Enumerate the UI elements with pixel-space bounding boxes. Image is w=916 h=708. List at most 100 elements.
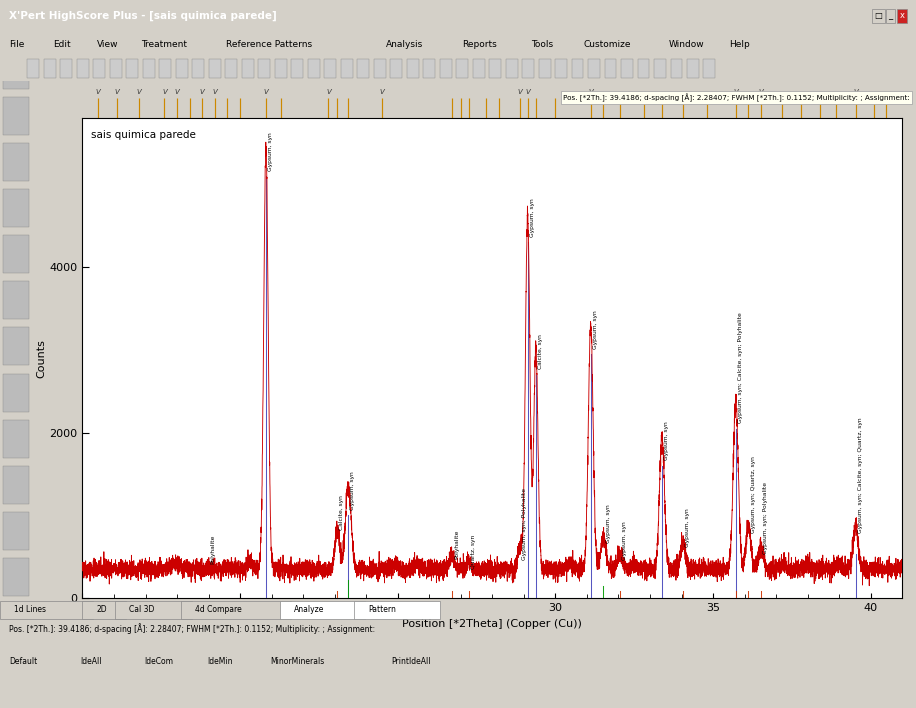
- Bar: [176, 59, 188, 79]
- Bar: [703, 59, 715, 79]
- Text: V: V: [162, 89, 167, 95]
- Bar: [522, 59, 534, 79]
- Bar: [374, 59, 386, 79]
- Text: V: V: [175, 89, 180, 95]
- FancyBboxPatch shape: [0, 602, 93, 619]
- Bar: [423, 59, 435, 79]
- Text: □: □: [875, 11, 882, 21]
- Text: Tools: Tools: [531, 40, 553, 49]
- Text: Gypsum, syn: Gypsum, syn: [351, 472, 355, 510]
- Bar: [225, 59, 237, 79]
- Text: 1d Lines: 1d Lines: [14, 605, 46, 614]
- Bar: [110, 59, 122, 79]
- Text: File: File: [9, 40, 25, 49]
- Bar: [506, 59, 518, 79]
- Bar: [4, 512, 29, 550]
- Text: _: _: [889, 11, 892, 21]
- Text: Window: Window: [669, 40, 704, 49]
- Bar: [4, 558, 29, 596]
- Bar: [440, 59, 452, 79]
- Text: Gypsum, syn: Gypsum, syn: [664, 422, 670, 460]
- Bar: [308, 59, 320, 79]
- Text: 4d Compare: 4d Compare: [195, 605, 242, 614]
- Text: V: V: [264, 89, 268, 95]
- Bar: [27, 59, 39, 79]
- Bar: [4, 235, 29, 273]
- Bar: [159, 59, 171, 79]
- FancyBboxPatch shape: [354, 602, 440, 619]
- Bar: [390, 59, 402, 79]
- Text: Gypsum, syn: Gypsum, syn: [529, 198, 535, 237]
- Bar: [555, 59, 567, 79]
- Text: Gypsum, syn; Calcite, syn; Polyhalite: Gypsum, syn; Calcite, syn; Polyhalite: [738, 312, 743, 423]
- Bar: [126, 59, 138, 79]
- Bar: [4, 97, 29, 135]
- Bar: [539, 59, 551, 79]
- Text: Gypsum, syn: Gypsum, syn: [605, 505, 611, 543]
- Bar: [341, 59, 353, 79]
- Bar: [209, 59, 221, 79]
- Text: IdeAll: IdeAll: [81, 658, 102, 666]
- Text: Gypsum, syn; Polyhalite: Gypsum, syn; Polyhalite: [522, 488, 528, 560]
- Text: Treatment: Treatment: [141, 40, 187, 49]
- Text: Pos. [*2Th.]: 39.4186; d-spacing [Å]: 2.28407; FWHM [*2Th.]: 0.1152; Multiplicit: Pos. [*2Th.]: 39.4186; d-spacing [Å]: 2.…: [9, 623, 376, 634]
- Bar: [4, 374, 29, 411]
- Text: Edit: Edit: [53, 40, 71, 49]
- Text: Analysis: Analysis: [386, 40, 423, 49]
- Text: 2D: 2D: [96, 605, 107, 614]
- Text: MinorMinerals: MinorMinerals: [270, 658, 324, 666]
- Bar: [242, 59, 254, 79]
- Text: V: V: [588, 89, 593, 95]
- Bar: [357, 59, 369, 79]
- Bar: [4, 143, 29, 181]
- Text: Reports: Reports: [463, 40, 497, 49]
- FancyBboxPatch shape: [115, 602, 192, 619]
- Bar: [60, 59, 72, 79]
- Bar: [671, 59, 682, 79]
- Bar: [4, 328, 29, 365]
- Bar: [258, 59, 270, 79]
- Bar: [489, 59, 501, 79]
- Text: x: x: [900, 11, 905, 21]
- Bar: [588, 59, 600, 79]
- Bar: [143, 59, 155, 79]
- Text: Polyhalite: Polyhalite: [454, 530, 459, 559]
- Text: V: V: [525, 89, 530, 95]
- Text: Analyze: Analyze: [294, 605, 324, 614]
- Bar: [4, 189, 29, 227]
- Text: IdeCom: IdeCom: [144, 658, 173, 666]
- Text: V: V: [136, 89, 142, 95]
- Bar: [572, 59, 583, 79]
- Text: IdeMin: IdeMin: [207, 658, 233, 666]
- Text: Gypsum, syn: Gypsum, syn: [685, 508, 691, 547]
- Bar: [687, 59, 699, 79]
- Text: V: V: [734, 89, 738, 95]
- Bar: [4, 466, 29, 503]
- Text: Reference Patterns: Reference Patterns: [226, 40, 312, 49]
- Text: V: V: [326, 89, 331, 95]
- FancyBboxPatch shape: [82, 602, 126, 619]
- Text: Gypsum, syn; Quartz, syn: Gypsum, syn; Quartz, syn: [750, 457, 756, 533]
- Text: V: V: [853, 89, 858, 95]
- Bar: [638, 59, 649, 79]
- Text: V: V: [114, 89, 119, 95]
- Bar: [605, 59, 616, 79]
- Text: V: V: [96, 89, 101, 95]
- Bar: [4, 281, 29, 319]
- Text: Gypsum, syn: Gypsum, syn: [268, 132, 273, 171]
- Text: Help: Help: [729, 40, 750, 49]
- Text: Gypsum, syn; Calcite, syn; Quartz, syn: Gypsum, syn; Calcite, syn; Quartz, syn: [857, 418, 863, 533]
- Bar: [291, 59, 303, 79]
- Text: Customize: Customize: [583, 40, 631, 49]
- Bar: [324, 59, 336, 79]
- Bar: [275, 59, 287, 79]
- Text: sais quimica parede: sais quimica parede: [91, 130, 195, 140]
- Text: Pos. [*2Th.]: 39.4186; d-spacing [Å]: 2.28407; FWHM [*2Th.]: 0.1152; Multiplicit: Pos. [*2Th.]: 39.4186; d-spacing [Å]: 2.…: [563, 93, 911, 102]
- Bar: [4, 420, 29, 457]
- Bar: [407, 59, 419, 79]
- FancyBboxPatch shape: [181, 602, 291, 619]
- Text: Pattern: Pattern: [368, 605, 396, 614]
- FancyBboxPatch shape: [280, 602, 365, 619]
- Bar: [654, 59, 666, 79]
- Bar: [44, 59, 56, 79]
